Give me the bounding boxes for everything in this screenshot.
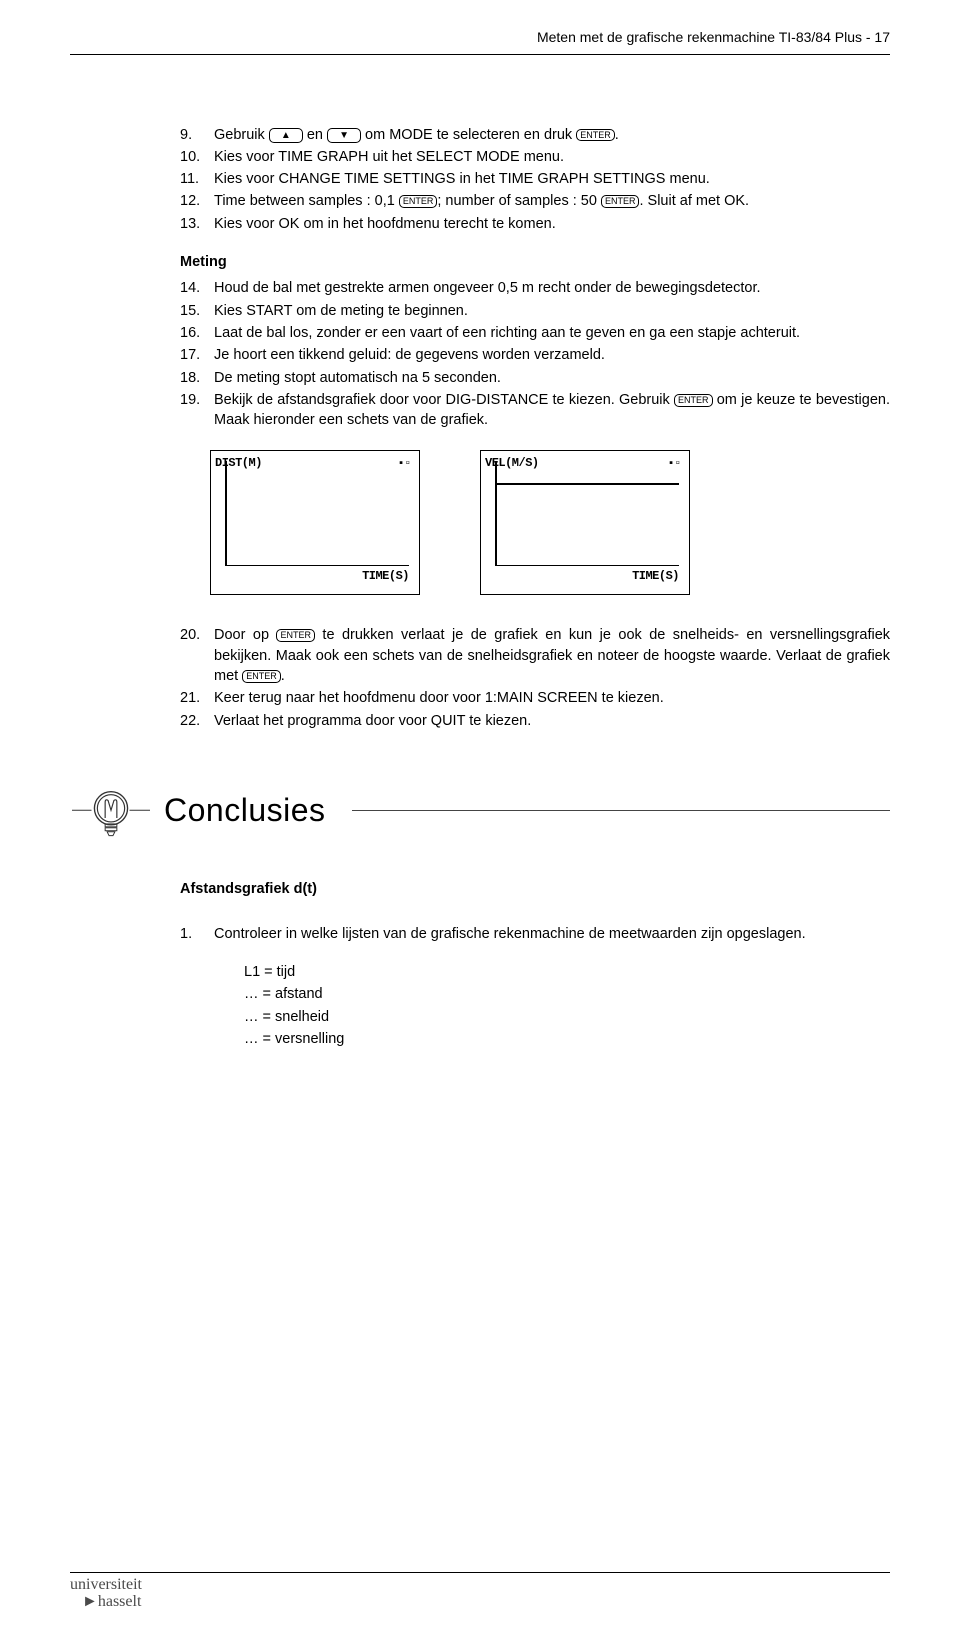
- step-13: 13. Kies voor OK om in het hoofdmenu ter…: [180, 214, 890, 234]
- dist-ylabel: DIST(M): [215, 455, 262, 472]
- step-9: 9. Gebruik ▲ en ▼ om MODE te selecteren …: [180, 125, 890, 145]
- page: Meten met de grafische rekenmachine TI-8…: [0, 0, 960, 1633]
- afstand-list: 1. Controleer in welke lijsten van de gr…: [180, 924, 890, 944]
- enter-key: ENTER: [601, 195, 640, 208]
- header-rule: [70, 54, 890, 55]
- enter-key: ENTER: [276, 629, 315, 642]
- up-key: ▲: [269, 128, 303, 143]
- step-18: 18. De meting stopt automatisch na 5 sec…: [180, 368, 890, 388]
- afstand-sublist: L1 = tijd … = afstand … = snelheid … = v…: [180, 962, 890, 1049]
- step-11: 11. Kies voor CHANGE TIME SETTINGS in he…: [180, 169, 890, 189]
- dist-yaxis: [225, 461, 227, 566]
- vel-ylabel: VEL(M/S): [485, 455, 539, 472]
- step-20: 20. Door op ENTER te drukken verlaat je …: [180, 625, 890, 686]
- enter-key: ENTER: [674, 394, 713, 407]
- sublist-item: L1 = tijd: [244, 962, 890, 982]
- dist-xlabel: TIME(S): [362, 568, 409, 585]
- sublist-item: … = snelheid: [244, 1007, 890, 1027]
- calc-screen-dist: DIST(M) ▪▫ TIME(S): [210, 450, 420, 595]
- calc-screens-row: DIST(M) ▪▫ TIME(S) VEL(M/S) ▪▫ TIME(S): [210, 450, 890, 595]
- vel-xlabel: TIME(S): [632, 568, 679, 585]
- vel-yaxis: [495, 461, 497, 566]
- university-logo: universiteit ►hasselt: [70, 1577, 890, 1611]
- step-15: 15. Kies START om de meting te beginnen.: [180, 301, 890, 321]
- sublist-item: … = afstand: [244, 984, 890, 1004]
- page-header: Meten met de grafische rekenmachine TI-8…: [70, 28, 890, 48]
- logo-line2: ►hasselt: [82, 1594, 890, 1611]
- step-list-c: 20. Door op ENTER te drukken verlaat je …: [180, 625, 890, 730]
- step-19: 19. Bekijk de afstandsgrafiek door voor …: [180, 390, 890, 431]
- step-10: 10. Kies voor TIME GRAPH uit het SELECT …: [180, 147, 890, 167]
- conclusies-line: [352, 810, 890, 811]
- sublist-item: … = versnelling: [244, 1029, 890, 1049]
- step-list-a: 9. Gebruik ▲ en ▼ om MODE te selecteren …: [180, 125, 890, 234]
- step-list-b: 14. Houd de bal met gestrekte armen onge…: [180, 278, 890, 430]
- step-14: 14. Houd de bal met gestrekte armen onge…: [180, 278, 890, 298]
- step-12: 12. Time between samples : 0,1 ENTER; nu…: [180, 191, 890, 211]
- step-21: 21. Keer terug naar het hoofdmenu door v…: [180, 688, 890, 708]
- enter-key: ENTER: [242, 670, 281, 683]
- footer: universiteit ►hasselt: [70, 1572, 890, 1611]
- meting-heading: Meting: [180, 252, 890, 272]
- step-22: 22. Verlaat het programma door voor QUIT…: [180, 711, 890, 731]
- enter-key: ENTER: [576, 129, 615, 142]
- conclusies-title: Conclusies: [164, 788, 338, 833]
- afstand-item-1: 1. Controleer in welke lijsten van de gr…: [180, 924, 890, 944]
- down-key: ▼: [327, 128, 361, 143]
- battery-icon: ▪▫: [398, 457, 411, 472]
- vel-midline: [495, 483, 679, 485]
- lightbulb-icon: [72, 781, 150, 840]
- vel-xaxis: [495, 565, 679, 567]
- step-16: 16. Laat de bal los, zonder er een vaart…: [180, 323, 890, 343]
- calc-screen-vel: VEL(M/S) ▪▫ TIME(S): [480, 450, 690, 595]
- dist-xaxis: [225, 565, 409, 567]
- content: 9. Gebruik ▲ en ▼ om MODE te selecteren …: [70, 125, 890, 1050]
- conclusies-heading-row: Conclusies: [72, 781, 890, 840]
- battery-icon: ▪▫: [668, 457, 681, 472]
- afstandsgrafiek-heading: Afstandsgrafiek d(t): [180, 879, 890, 899]
- step-17: 17. Je hoort een tikkend geluid: de gege…: [180, 345, 890, 365]
- footer-rule: [70, 1572, 890, 1573]
- enter-key: ENTER: [399, 195, 438, 208]
